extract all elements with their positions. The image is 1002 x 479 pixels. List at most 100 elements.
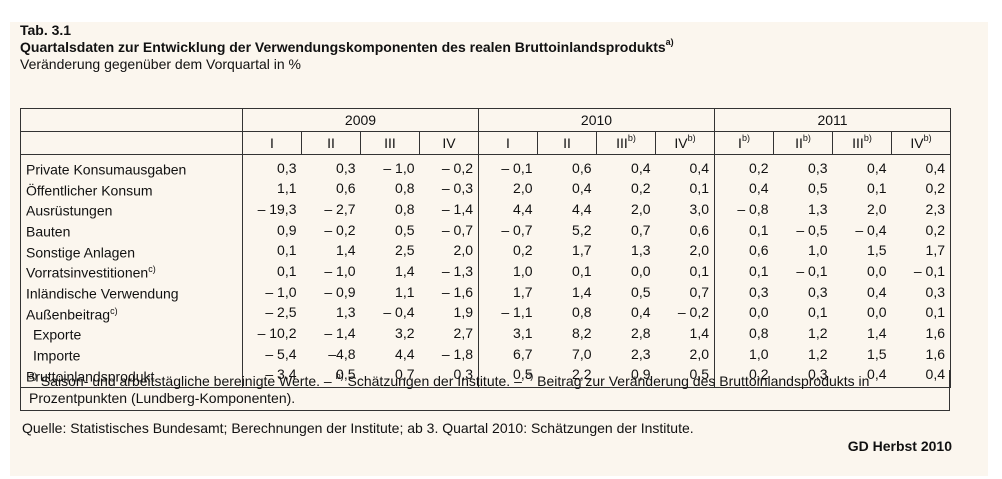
value-cell: 0,4 <box>572 180 592 197</box>
value-cell: – 3,4 <box>242 364 302 389</box>
value-cell: – 10,2 <box>242 323 302 344</box>
value-cell: –4,8 <box>328 345 356 362</box>
value-cell: 0,5 <box>808 180 828 197</box>
value-cell: – 0,7 <box>441 221 473 238</box>
value-cell: 0,2 <box>925 221 945 238</box>
quarter-label: III <box>384 134 396 151</box>
value-cell: 2,7 <box>453 325 473 342</box>
value-cell: 0,2 <box>714 154 774 179</box>
value-cell: 0,4 <box>689 159 709 176</box>
value-cell: – 1,0 <box>383 159 415 176</box>
table-subtitle: Veränderung gegenüber dem Vorquartal in … <box>20 56 301 72</box>
value-cell: 0,4 <box>925 159 945 176</box>
table-row: Öffentlicher Konsum 1,1 0,6 0,8 – 0,3 2,0 0,4 0… <box>21 178 951 200</box>
source-note: Quelle: Statistisches Bundesamt; Berechn… <box>22 420 694 436</box>
value-cell: 0,0 <box>714 302 774 324</box>
value-cell: 0,1 <box>572 263 592 280</box>
value-cell: 0,3 <box>714 281 774 303</box>
value-cell: 0,5 <box>395 221 415 238</box>
value-cell: 4,4 <box>478 199 538 220</box>
quarter-label: II <box>795 134 803 151</box>
value-cell: 0,9 <box>242 219 302 241</box>
value-cell: 0,3 <box>419 364 479 389</box>
value-cell: 0,5 <box>301 364 361 389</box>
table-row: Inländische Verwendung – 1,0 – 0,9 1,1 – 1,6… <box>21 281 951 303</box>
value-cell: 0,1 <box>867 180 887 197</box>
value-cell: 2,0 <box>478 178 538 200</box>
table-row: Vorratsinvestitionenc) 0,1– 1,0 1,4– 1,3 1,… <box>21 261 951 282</box>
value-cell: 8,2 <box>572 325 592 342</box>
quarter-header: I <box>478 131 538 155</box>
value-cell: – 1,6 <box>441 283 473 300</box>
value-cell: 0,1 <box>808 304 828 321</box>
value-cell: 6,7 <box>478 343 538 365</box>
value-cell: 1,3 <box>336 304 356 321</box>
value-cell: – 0,4 <box>855 221 887 238</box>
value-cell: 1,6 <box>925 345 945 362</box>
value-cell: – 0,5 <box>796 221 828 238</box>
table-row: Private Konsumausgaben 0,3 0,3 – 1,0 – 0,2 – … <box>21 154 951 179</box>
corner-cell <box>20 131 243 155</box>
value-cell: – 1,8 <box>441 345 473 362</box>
footnotes: a) Saison- und arbeitstägliche bereinigt… <box>20 370 950 411</box>
quarter-header: IV <box>419 131 479 155</box>
value-cell: 0,8 <box>395 180 415 197</box>
value-cell: 0,6 <box>714 240 774 262</box>
value-cell: 0,1 <box>714 219 774 241</box>
row-label-text: Außenbeitrag <box>26 306 111 323</box>
table-row: Bruttoinlandsprodukt – 3,4 0,5 0,7 0,3 0,5 2,2… <box>20 364 951 389</box>
quarter-label: IV <box>674 134 688 151</box>
value-cell: 2,2 <box>537 364 597 389</box>
value-cell: 0,5 <box>655 364 715 389</box>
table-row: Exporte – 10,2 – 1,4 3,2 2,7 3,1 8,2 2,8 1,4 0,8 1… <box>21 323 951 344</box>
value-cell: – 0,7 <box>478 219 538 241</box>
quarter-header: IIb) <box>773 131 833 155</box>
quarter-header: III <box>360 131 420 155</box>
table-row: Sonstige Anlagen 0,1 1,4 2,5 2,0 0,2 1,7 1,3 2,0… <box>21 240 951 262</box>
row-label-text: Private Konsumausgaben <box>26 161 187 178</box>
quarter-header: IVb) <box>891 131 951 155</box>
value-cell: – 1,0 <box>324 263 356 280</box>
value-cell: 1,1 <box>242 178 302 200</box>
value-cell: 0,6 <box>572 159 592 176</box>
value-cell: 1,4 <box>867 325 887 342</box>
value-cell: 0,3 <box>808 159 828 176</box>
value-cell: 2,0 <box>631 201 651 218</box>
value-cell: 0,4 <box>631 304 651 321</box>
table-body: Private Konsumausgaben 0,3 0,3 – 1,0 – 0,2 – … <box>20 154 951 389</box>
value-cell: 0,9 <box>596 364 656 389</box>
row-label: Inländische Verwendung <box>21 282 243 303</box>
footnote-marker: a) <box>29 371 38 382</box>
value-cell: – 2,5 <box>242 302 302 324</box>
footnote-text: Saison- und arbeitstägliche bereinigte W… <box>37 373 336 389</box>
quarter-label: III <box>852 134 864 151</box>
value-cell: 2,0 <box>689 242 709 259</box>
value-cell: 2,0 <box>453 242 473 259</box>
value-cell: 0,0 <box>867 304 887 321</box>
value-cell: 0,0 <box>867 263 887 280</box>
value-cell: 0,4 <box>631 159 651 176</box>
row-label: Exporte <box>21 323 243 344</box>
row-label-text: Inländische Verwendung <box>26 285 179 302</box>
quarter-footnote-marker: b) <box>863 132 872 143</box>
data-table: 2009 2010 2011 I II III IV I II IIIb) IVb) Ib) II… <box>20 108 951 389</box>
value-cell: 0,4 <box>867 283 887 300</box>
value-cell: 0,2 <box>925 180 945 197</box>
value-cell: 7,0 <box>572 345 592 362</box>
table-row: Ausrüstungen – 19,3 – 2,7 0,8 – 1,4 4,4 4,4 2,0… <box>21 199 951 220</box>
quarter-label: I <box>738 134 742 151</box>
value-cell: 1,5 <box>867 345 887 362</box>
quarter-header: IIIb) <box>832 131 892 155</box>
value-cell: 4,4 <box>395 345 415 362</box>
row-label: Ausrüstungen <box>21 199 243 220</box>
value-cell: 0,7 <box>360 364 420 389</box>
value-cell: 3,2 <box>395 325 415 342</box>
value-cell: 3,0 <box>689 201 709 218</box>
quarter-footnote-marker: b) <box>802 132 811 143</box>
year-header: 2011 <box>714 108 951 132</box>
value-cell: 0,5 <box>478 364 538 389</box>
value-cell: 1,4 <box>689 325 709 342</box>
quarter-label: IV <box>442 134 456 151</box>
value-cell: – 1,4 <box>441 201 473 218</box>
corner-cell <box>20 108 243 132</box>
